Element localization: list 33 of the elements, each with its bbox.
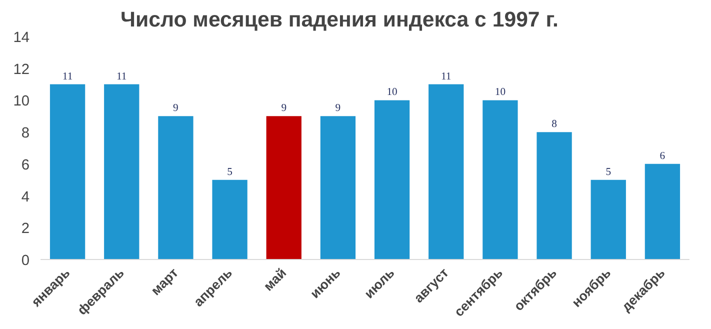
bar (482, 100, 518, 260)
data-label: 11 (62, 71, 73, 82)
y-tick-label: 6 (21, 157, 30, 174)
data-label: 9 (281, 103, 287, 114)
bar (374, 100, 410, 260)
y-tick-label: 8 (21, 126, 30, 142)
y-tick-label: 0 (21, 253, 30, 269)
y-tick-label: 4 (21, 189, 30, 206)
data-label: 5 (606, 166, 612, 178)
data-label: 10 (386, 87, 398, 98)
data-label: 6 (660, 150, 666, 162)
bar (212, 180, 248, 260)
bar (644, 164, 680, 260)
data-label: 5 (227, 166, 232, 178)
chart-title: Число месяцев падения индекса с 1997 г. (120, 8, 558, 32)
y-tick-label: 14 (13, 30, 30, 46)
data-label: 11 (116, 71, 127, 82)
y-tick-label: 12 (13, 62, 30, 78)
bar (536, 132, 572, 260)
bar (50, 84, 86, 260)
bar (320, 116, 356, 260)
bar (590, 180, 626, 260)
bar (104, 84, 140, 260)
data-label: 11 (440, 71, 452, 82)
data-label: 10 (494, 87, 506, 98)
data-label: 9 (335, 103, 341, 114)
data-label: 9 (173, 103, 178, 114)
bar (428, 84, 464, 260)
y-tick-label: 2 (21, 221, 30, 238)
y-tick-label: 10 (13, 94, 30, 110)
data-label: 8 (552, 119, 557, 130)
bar (266, 116, 302, 260)
bar (158, 116, 194, 260)
